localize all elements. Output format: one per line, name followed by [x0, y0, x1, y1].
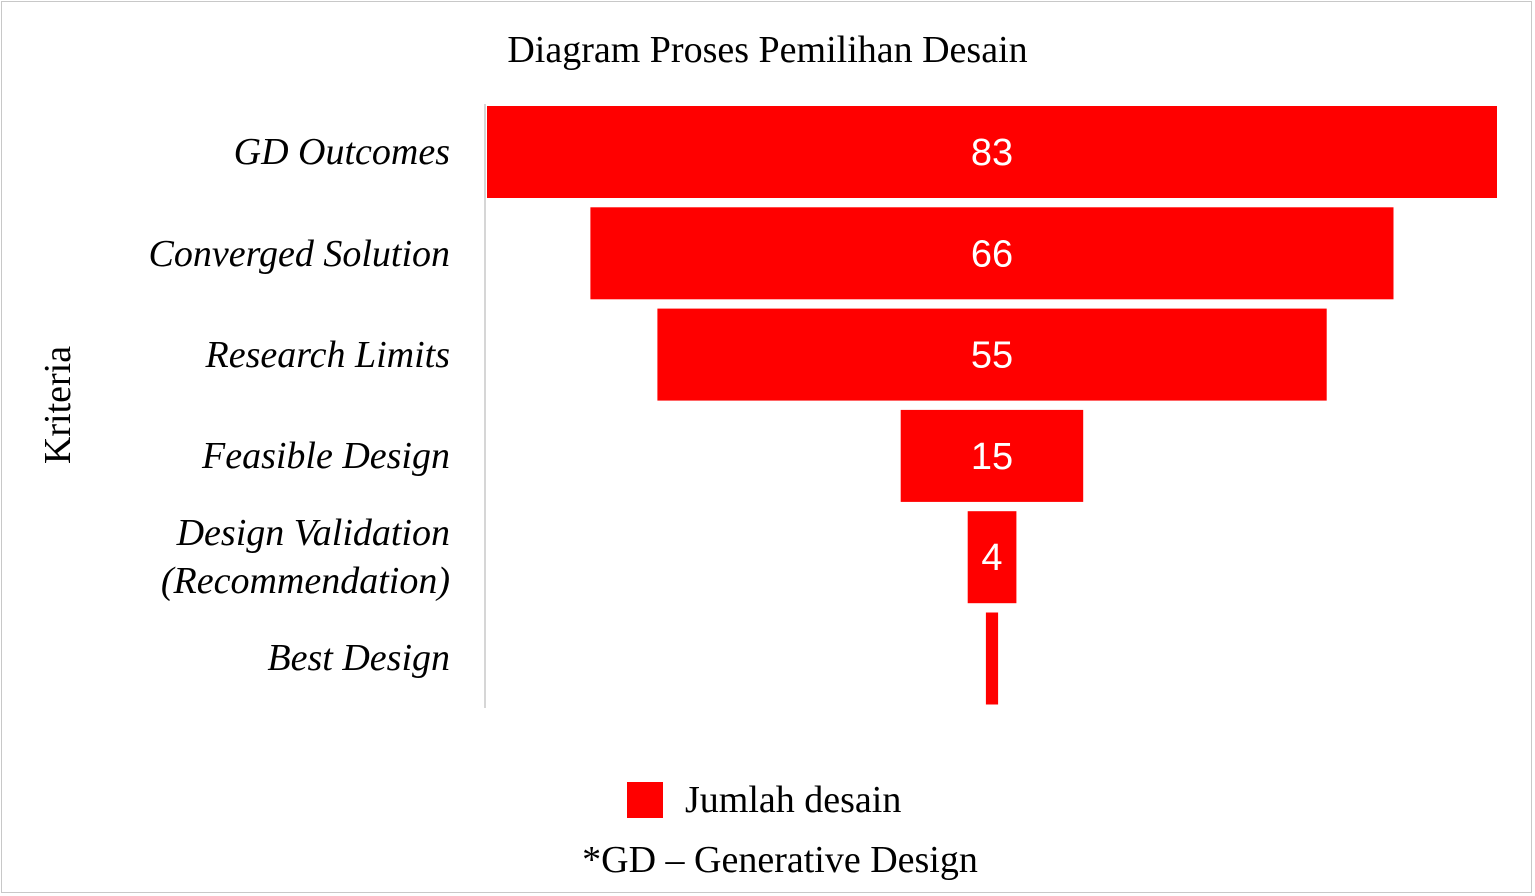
category-label-converged-solution: Converged Solution [148, 233, 451, 275]
legend-swatch [627, 782, 663, 818]
data-label-4: 4 [981, 537, 1002, 579]
category-label-gd-outcomes: GD Outcomes [233, 131, 450, 173]
funnel-bar-5 [985, 612, 999, 705]
funnel-bar-3 [900, 409, 1084, 502]
chart-title: Diagram Proses Pemilihan Desain [507, 29, 1028, 71]
category-label-design-validation: Design Validation (Recommendation) [160, 512, 450, 602]
data-label-0: 83 [971, 132, 1013, 174]
funnel-bar-0 [487, 106, 1497, 198]
legend-label: Jumlah desain [685, 779, 902, 821]
category-label-research-limits: Research Limits [205, 334, 450, 376]
funnel-bar-4 [967, 511, 1017, 604]
data-label-3: 15 [971, 436, 1013, 478]
funnel-bar-1 [590, 207, 1394, 300]
category-label-best-design: Best Design [267, 637, 450, 679]
legend: Jumlah desain [627, 778, 901, 822]
y-axis-line [484, 104, 486, 708]
data-label-2: 55 [971, 335, 1013, 377]
funnel-bar-2 [657, 308, 1327, 401]
footnote: *GD – Generative Design [582, 839, 978, 881]
category-label-feasible-design: Feasible Design [201, 435, 450, 477]
data-label-1: 66 [971, 233, 1013, 275]
